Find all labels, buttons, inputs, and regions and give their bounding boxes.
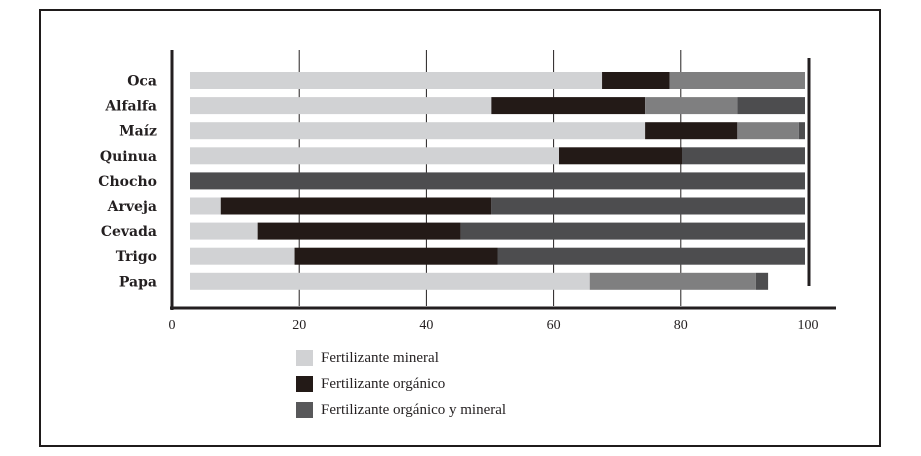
x-tick-label: 40 <box>419 318 433 333</box>
bar-quinua-series-0 <box>190 147 559 165</box>
bar-alfalfa-series-1 <box>491 97 646 115</box>
category-label: Alfalfa <box>104 99 157 115</box>
bar-papa-series-0 <box>190 272 590 290</box>
bar-arveja-series-3 <box>491 197 805 215</box>
x-tick-label: 60 <box>547 318 561 333</box>
bar-maíz-series-2 <box>737 122 799 140</box>
bar-alfalfa-series-3 <box>737 97 805 115</box>
chart-frame <box>39 9 881 447</box>
legend-swatch-organico <box>296 376 313 392</box>
bar-alfalfa-series-0 <box>190 97 492 115</box>
category-label: Cevada <box>101 224 157 240</box>
category-label: Oca <box>127 74 157 90</box>
category-label: Arveja <box>107 199 157 215</box>
x-tick-label: 20 <box>292 318 306 333</box>
x-tick-label: 100 <box>798 318 819 333</box>
bar-alfalfa-series-2 <box>645 97 738 115</box>
legend-label-organico-mineral: Fertilizante orgánico y mineral <box>321 401 507 418</box>
x-tick-label: 0 <box>169 318 176 333</box>
legend: Fertilizante mineral Fertilizante orgáni… <box>296 345 506 423</box>
category-label: Maíz <box>119 124 157 140</box>
bar-cevada-series-1 <box>257 222 461 240</box>
bar-arveja-series-1 <box>220 197 492 215</box>
category-label: Quinua <box>100 149 157 165</box>
category-label: Trigo <box>116 249 157 265</box>
bar-trigo-series-3 <box>497 247 805 265</box>
bar-maíz-series-0 <box>190 122 646 140</box>
bar-papa-series-3 <box>755 272 769 290</box>
bar-quinua-series-1 <box>559 147 682 165</box>
bar-oca-series-2 <box>669 72 805 89</box>
bar-trigo-series-0 <box>190 247 295 265</box>
category-label: Chocho <box>98 174 157 190</box>
legend-item-mineral: Fertilizante mineral <box>296 345 506 371</box>
bar-cevada-series-3 <box>460 222 805 240</box>
bar-maíz-series-3 <box>798 122 805 140</box>
bar-oca-series-0 <box>190 72 603 89</box>
bar-oca-series-1 <box>602 72 670 89</box>
bar-quinua-series-3 <box>682 147 805 165</box>
category-label: Papa <box>119 274 157 290</box>
x-tick-label: 80 <box>674 318 688 333</box>
legend-item-organico: Fertilizante orgánico <box>296 371 506 397</box>
bar-arveja-series-0 <box>190 197 221 215</box>
legend-label-organico: Fertilizante orgánico <box>321 375 446 392</box>
legend-label-mineral: Fertilizante mineral <box>321 349 439 366</box>
bar-cevada-series-0 <box>190 222 258 240</box>
bar-maíz-series-1 <box>645 122 738 140</box>
bar-chocho-series-3 <box>190 172 805 190</box>
legend-swatch-organico-mineral <box>296 402 313 418</box>
legend-swatch-mineral <box>296 350 313 366</box>
bar-papa-series-2 <box>589 272 756 290</box>
legend-item-organico-mineral: Fertilizante orgánico y mineral <box>296 397 506 423</box>
bar-trigo-series-1 <box>294 247 498 265</box>
